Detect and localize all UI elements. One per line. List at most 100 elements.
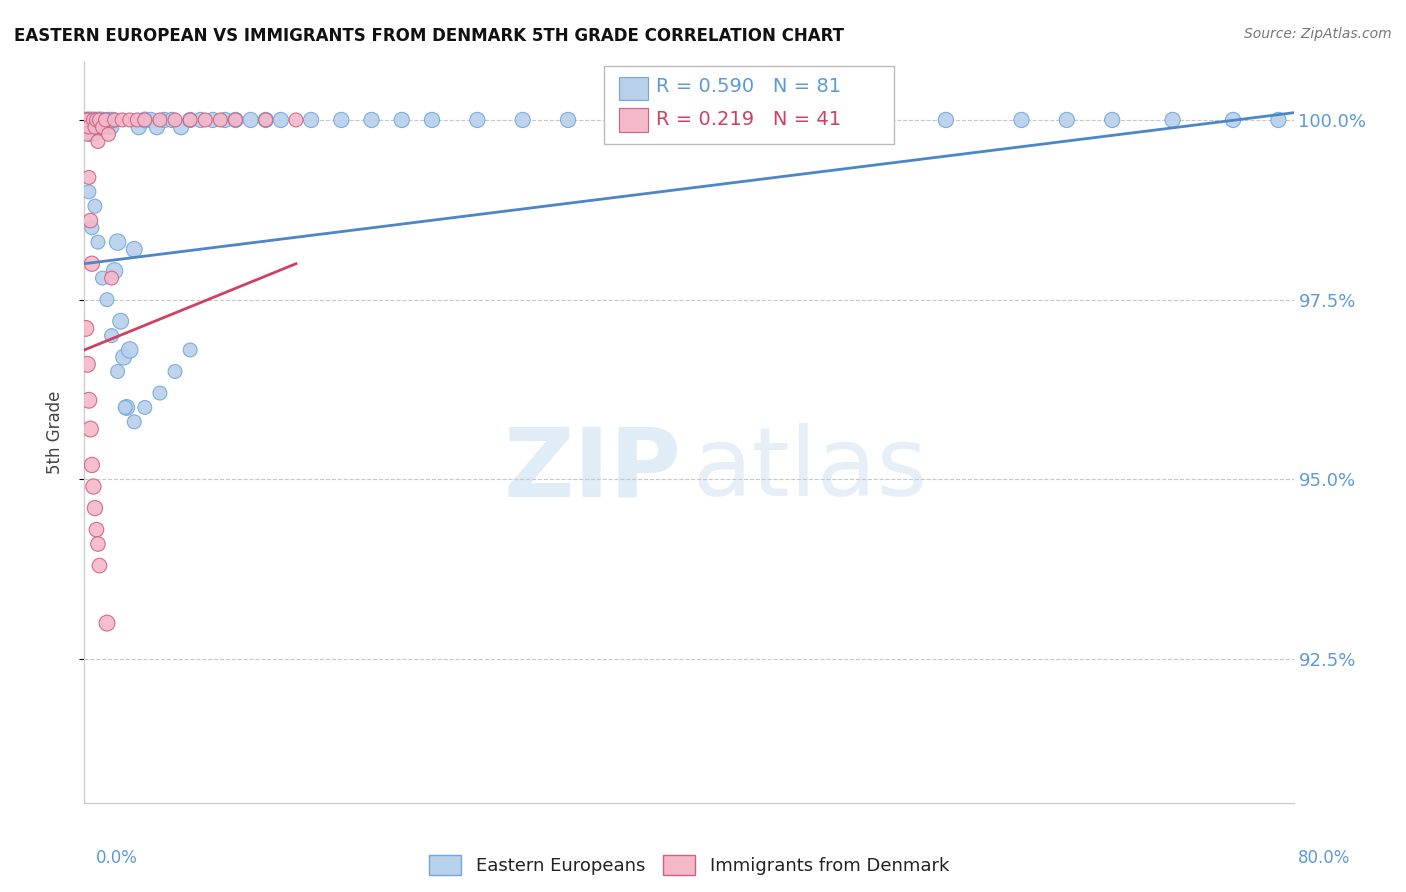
Point [557,112,579,127]
Point [134,112,156,127]
Point [1267,112,1289,127]
FancyBboxPatch shape [619,108,648,132]
Point [80,112,103,127]
Point [86,112,108,127]
Point [75,120,97,135]
Point [149,386,172,401]
Point [87,135,110,149]
Point [107,365,129,379]
Point [80,458,103,472]
Point [76,112,98,127]
Point [75,321,97,335]
Point [139,112,162,127]
Point [190,112,212,127]
Point [98,112,121,127]
Point [84,501,107,516]
Point [270,112,292,127]
Point [254,112,277,127]
Point [86,523,108,537]
Point [84,199,107,213]
Point [79,422,101,436]
Point [77,120,100,135]
Point [100,328,122,343]
Point [87,120,110,135]
Text: 80.0%: 80.0% [1298,849,1350,867]
Point [87,537,110,551]
Point [122,243,145,257]
Point [76,120,98,135]
Point [115,401,138,415]
Point [134,112,156,127]
Point [82,112,104,127]
Point [100,271,122,285]
Point [77,185,100,199]
Point [90,120,112,135]
Point [299,112,322,127]
Point [93,120,115,135]
Point [91,271,114,285]
Point [134,401,156,415]
Point [160,112,183,127]
Point [467,112,489,127]
Point [91,120,114,135]
Point [512,112,534,127]
Point [94,112,117,127]
Point [118,112,141,127]
Point [1011,112,1033,127]
Point [86,112,108,127]
Point [165,112,187,127]
Text: ZIP: ZIP [503,423,681,516]
Point [76,357,98,371]
Point [89,558,111,573]
Point [114,401,136,415]
Point [146,120,169,135]
Legend: Eastern Europeans, Immigrants from Denmark: Eastern Europeans, Immigrants from Denma… [422,847,956,882]
Point [79,128,101,142]
Point [76,128,98,142]
Point [122,415,145,429]
Point [1101,112,1123,127]
Point [104,112,127,127]
Point [89,112,111,127]
Point [738,112,761,127]
Point [1161,112,1184,127]
Point [391,112,413,127]
Text: 0.0%: 0.0% [96,849,138,867]
Point [112,350,135,364]
Point [128,120,150,135]
Point [170,120,193,135]
Point [96,112,118,127]
Y-axis label: 5th Grade: 5th Grade [45,391,63,475]
Point [100,120,122,135]
Point [82,479,104,493]
Point [1222,112,1244,127]
Point [87,235,110,249]
Text: atlas: atlas [692,423,928,516]
Point [179,112,201,127]
Text: R = 0.219   N = 41: R = 0.219 N = 41 [657,110,841,129]
Point [1056,112,1078,127]
Point [209,112,232,127]
Point [149,112,172,127]
Point [91,112,114,127]
Point [97,120,120,135]
Point [77,170,100,185]
Point [107,235,129,249]
Point [617,112,640,127]
Point [96,293,118,307]
Point [127,112,149,127]
Point [153,112,176,127]
Point [225,112,247,127]
Point [75,112,97,127]
Point [75,120,97,135]
Point [96,616,118,631]
Point [799,112,821,127]
Point [201,112,224,127]
Point [94,112,117,127]
Point [118,343,141,357]
Point [254,112,277,127]
Point [678,112,700,127]
Point [179,112,201,127]
Point [935,112,957,127]
Point [330,112,353,127]
